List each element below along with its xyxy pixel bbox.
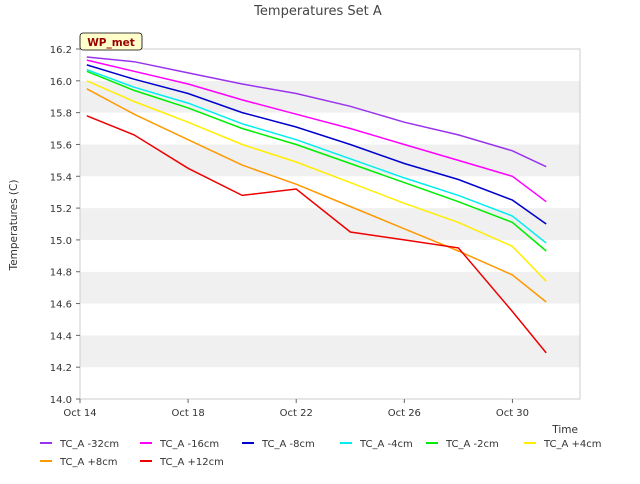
legend-item: TC_A +12cm xyxy=(140,457,224,468)
grid-band xyxy=(80,49,580,81)
series-line-1 xyxy=(86,59,547,203)
legend-label: TC_A -2cm xyxy=(445,439,499,450)
grid-band xyxy=(80,208,580,240)
y-tick-label: 15.2 xyxy=(50,204,72,215)
grid-band xyxy=(80,80,580,113)
grid-band xyxy=(80,112,580,145)
series-line-4 xyxy=(86,70,547,252)
series-line-5 xyxy=(86,80,547,282)
legend-label: TC_A -4cm xyxy=(359,439,413,450)
annotation-label: WP_met xyxy=(87,37,135,49)
legend-item: TC_A -2cm xyxy=(426,439,499,450)
y-tick-label: 15.8 xyxy=(50,109,72,120)
x-tick-label: Oct 26 xyxy=(388,408,421,419)
legend-item: TC_A -32cm xyxy=(40,439,119,450)
y-tick-label: 14.0 xyxy=(50,395,72,406)
axes: 14.0 14.2 14.4 14.6 14.8 15.0 15.2 15.4 15.6 15.8… xyxy=(50,45,581,419)
series-line-2 xyxy=(86,64,547,225)
legend-label: TC_A +12cm xyxy=(159,457,224,468)
legend-item: TC_A +8cm xyxy=(40,457,118,468)
y-tick-label: 14.6 xyxy=(50,300,72,311)
y-tick-label: 14.8 xyxy=(50,268,72,279)
grid-band xyxy=(80,176,580,209)
legend-label: TC_A +4cm xyxy=(543,439,602,450)
grid-band xyxy=(80,239,580,272)
x-tick-label: Oct 30 xyxy=(496,408,529,419)
grid-band xyxy=(80,367,580,399)
legend-label: TC_A +8cm xyxy=(59,457,118,468)
legend-item: TC_A -8cm xyxy=(242,439,315,450)
legend-label: TC_A -32cm xyxy=(59,439,119,450)
y-axis-label: Temperatures (C) xyxy=(8,180,20,272)
y-tick-label: 14.4 xyxy=(50,331,72,342)
legend-item: TC_A -4cm xyxy=(340,439,413,450)
series-line-0 xyxy=(86,56,547,168)
annotation: WP_met xyxy=(79,32,143,51)
x-tick-label: Oct 18 xyxy=(172,408,205,419)
series-layer xyxy=(86,56,547,354)
y-tick-label: 15.6 xyxy=(50,140,72,151)
legend-item: TC_A +4cm xyxy=(524,439,602,450)
x-tick-label: Oct 22 xyxy=(280,408,313,419)
series-line-3 xyxy=(86,68,547,244)
legend-label: TC_A -8cm xyxy=(261,439,315,450)
legend-label: TC_A -16cm xyxy=(159,439,219,450)
y-tick-label: 15.0 xyxy=(50,236,72,247)
y-tick-label: 16.0 xyxy=(50,77,72,88)
grid-band xyxy=(80,303,580,336)
y-tick-label: 15.4 xyxy=(50,172,72,183)
legend-item: TC_A -16cm xyxy=(140,439,219,450)
grid-band xyxy=(80,271,580,304)
y-tick-label: 16.2 xyxy=(50,45,72,56)
grid-band xyxy=(80,335,580,368)
series-line-6 xyxy=(86,88,547,303)
chart-title: Temperatures Set A xyxy=(253,4,382,19)
x-axis-label: Time xyxy=(551,424,578,436)
plot-frame xyxy=(79,48,581,400)
y-tick-label: 14.2 xyxy=(50,363,72,374)
annotation-box xyxy=(79,32,143,51)
x-tick-label: Oct 14 xyxy=(63,408,96,419)
series-line-7 xyxy=(86,115,547,354)
legend: TC_A -32cm TC_A -16cm TC_A -8cm TC_A -4cm TC… xyxy=(40,439,602,468)
